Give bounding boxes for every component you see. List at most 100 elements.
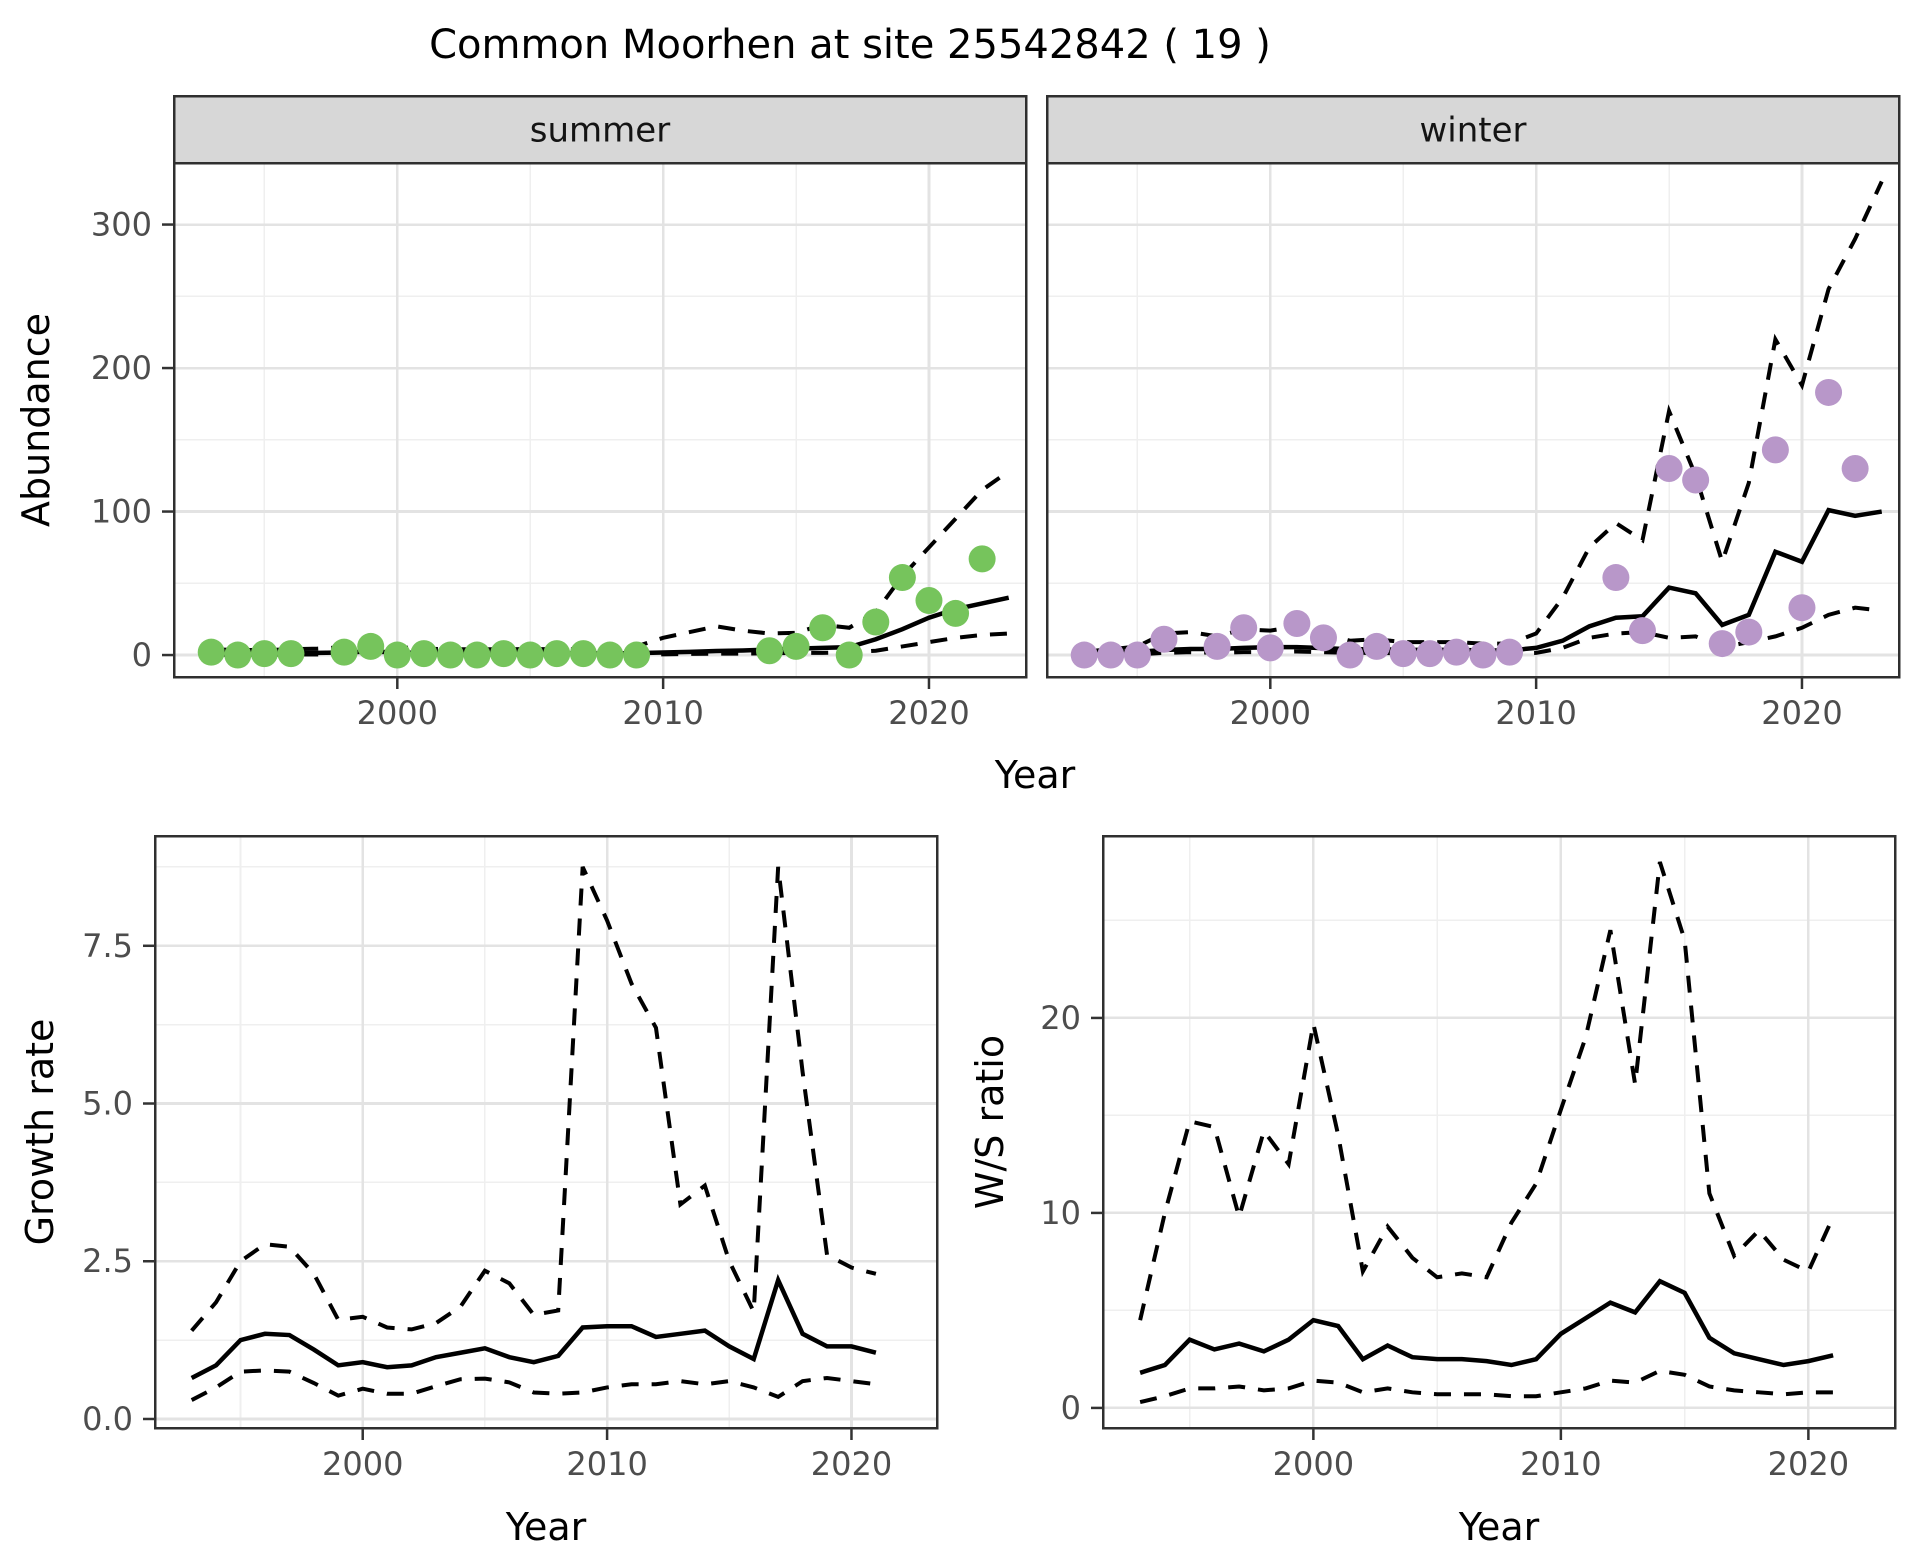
abundance-summer-observed-point: [410, 640, 438, 668]
abundance-winter-observed-point: [1735, 618, 1763, 646]
panel-growth-rate: 2000 2010 2020 0.0 2.5 5.0 7.5: [82, 834, 939, 1483]
abundance-summer-y-tick-label: 300: [91, 206, 152, 244]
growth-rate-y-tick-label: 2.5: [82, 1242, 133, 1280]
abundance-summer-y-tick-label: 200: [91, 349, 152, 387]
ws-ratio-y-tick-label: 20: [1040, 999, 1081, 1037]
abundance-winter-major-grid: [1047, 163, 1899, 677]
y-axis-title-growth-rate: Growth rate: [18, 1018, 62, 1246]
x-axis-title-year-growth: Year: [505, 1505, 587, 1549]
abundance-summer-observed-points: [197, 545, 996, 669]
abundance-winter-observed-point: [1815, 378, 1843, 406]
abundance-summer-observed-point: [357, 632, 385, 660]
abundance-summer-observed-point: [516, 641, 544, 669]
abundance-winter-observed-point: [1203, 632, 1231, 660]
growth-rate-y-axis: 0.0 2.5 5.0 7.5: [82, 927, 155, 1438]
abundance-summer-observed-point: [490, 640, 518, 668]
growth-rate-panel-border: [153, 834, 939, 1430]
panel-ws-ratio: 2000 2010 2020 0 10 20: [1040, 834, 1897, 1483]
abundance-summer-observed-point: [809, 614, 837, 642]
abundance-summer-observed-point: [862, 608, 890, 636]
abundance-winter-observed-point: [1788, 594, 1816, 622]
abundance-winter-observed-point: [1416, 640, 1444, 668]
abundance-summer-observed-point: [463, 641, 491, 669]
ws-ratio-y-tick-label: 10: [1040, 1194, 1081, 1232]
x-axis-title-year-ws: Year: [1458, 1505, 1540, 1549]
abundance-summer-y-axis: 0 100 200 300: [91, 206, 174, 674]
abundance-summer-observed-point: [782, 632, 810, 660]
growth-rate-x-tick-label: 2000: [322, 1445, 403, 1483]
abundance-summer-observed-point: [915, 587, 943, 615]
ws-ratio-upper-ci-line: [1138, 861, 1835, 1321]
abundance-winter-observed-point: [1363, 632, 1391, 660]
growth-rate-median-line: [190, 1273, 877, 1380]
abundance-summer-observed-point: [888, 564, 916, 592]
abundance-summer-observed-point: [623, 641, 651, 669]
abundance-summer-x-tick-label: 2020: [888, 694, 969, 732]
ws-ratio-data-layer: [1138, 861, 1835, 1405]
growth-rate-upper-ci-line: [190, 866, 877, 1332]
ws-ratio-minor-grid: [1103, 836, 1895, 1428]
abundance-winter-observed-point: [1655, 455, 1683, 483]
abundance-summer-observed-point: [543, 640, 571, 668]
x-axis-title-year-top: Year: [994, 753, 1076, 797]
abundance-winter-observed-point: [1761, 436, 1789, 464]
abundance-winter-facet-label: winter: [1419, 111, 1526, 151]
y-axis-title-ws-ratio: W/S ratio: [968, 1034, 1012, 1210]
growth-rate-x-tick-label: 2010: [566, 1445, 647, 1483]
abundance-winter-minor-grid: [1047, 163, 1899, 677]
abundance-summer-observed-point: [755, 637, 783, 665]
growth-rate-lower-ci-line: [190, 1368, 877, 1402]
abundance-summer-observed-point: [224, 641, 252, 669]
growth-rate-y-tick-label: 5.0: [82, 1085, 133, 1123]
abundance-winter-observed-point: [1682, 466, 1710, 494]
ws-ratio-panel-background: [1103, 836, 1895, 1428]
ws-ratio-y-axis: 0 10 20: [1040, 999, 1103, 1427]
abundance-summer-x-axis: 2000 2010 2020: [357, 677, 970, 732]
abundance-summer-facet-strip: [172, 94, 1028, 165]
abundance-summer-minor-grid: [174, 163, 1026, 677]
abundance-winter-observed-point: [1442, 638, 1470, 666]
abundance-winter-facet-strip: [1045, 94, 1901, 165]
ws-ratio-y-tick-label: 0: [1061, 1389, 1081, 1427]
abundance-winter-observed-point: [1150, 625, 1178, 653]
abundance-summer-observed-point: [942, 599, 970, 627]
abundance-winter-observed-point: [1123, 641, 1151, 669]
abundance-summer-observed-point: [277, 640, 305, 668]
abundance-summer-observed-point: [250, 640, 278, 668]
abundance-summer-major-grid: [174, 163, 1026, 677]
abundance-summer-y-tick-label: 100: [91, 493, 152, 531]
abundance-winter-observed-point: [1283, 609, 1311, 637]
abundance-summer-observed-point: [330, 638, 358, 666]
abundance-winter-x-tick-label: 2020: [1761, 694, 1842, 732]
abundance-winter-x-tick-label: 2010: [1495, 694, 1576, 732]
growth-rate-minor-grid: [155, 836, 937, 1428]
abundance-winter-observed-point: [1097, 641, 1125, 669]
growth-rate-major-grid: [155, 836, 937, 1428]
ws-ratio-median-line: [1139, 1278, 1834, 1375]
abundance-summer-observed-point: [383, 641, 411, 669]
growth-rate-data-layer: [190, 866, 877, 1402]
abundance-summer-x-tick-label: 2000: [357, 694, 438, 732]
abundance-winter-observed-point: [1309, 624, 1337, 652]
abundance-winter-observed-point: [1256, 634, 1284, 662]
abundance-winter-observed-point: [1841, 455, 1869, 483]
growth-rate-y-tick-label: 7.5: [82, 927, 133, 965]
abundance-winter-observed-point: [1070, 641, 1098, 669]
abundance-winter-observed-point: [1602, 564, 1630, 592]
abundance-summer-observed-point: [197, 638, 225, 666]
ws-ratio-x-tick-label: 2000: [1273, 1445, 1354, 1483]
abundance-winter-observed-point: [1469, 641, 1497, 669]
abundance-summer-observed-point: [968, 545, 996, 573]
panel-abundance-winter: winter 2000 2010 2020: [1045, 94, 1901, 732]
ws-ratio-panel-border: [1101, 834, 1897, 1430]
abundance-winter-panel-background: [1047, 163, 1899, 677]
abundance-summer-observed-point: [436, 641, 464, 669]
abundance-winter-observed-point: [1708, 630, 1736, 658]
abundance-winter-observed-point: [1496, 638, 1524, 666]
abundance-winter-x-tick-label: 2000: [1230, 694, 1311, 732]
ws-ratio-x-axis: 2000 2010 2020: [1273, 1428, 1849, 1483]
ws-ratio-major-grid: [1103, 836, 1895, 1428]
abundance-summer-data-layer: [197, 469, 1010, 669]
ws-ratio-x-tick-label: 2010: [1520, 1445, 1601, 1483]
